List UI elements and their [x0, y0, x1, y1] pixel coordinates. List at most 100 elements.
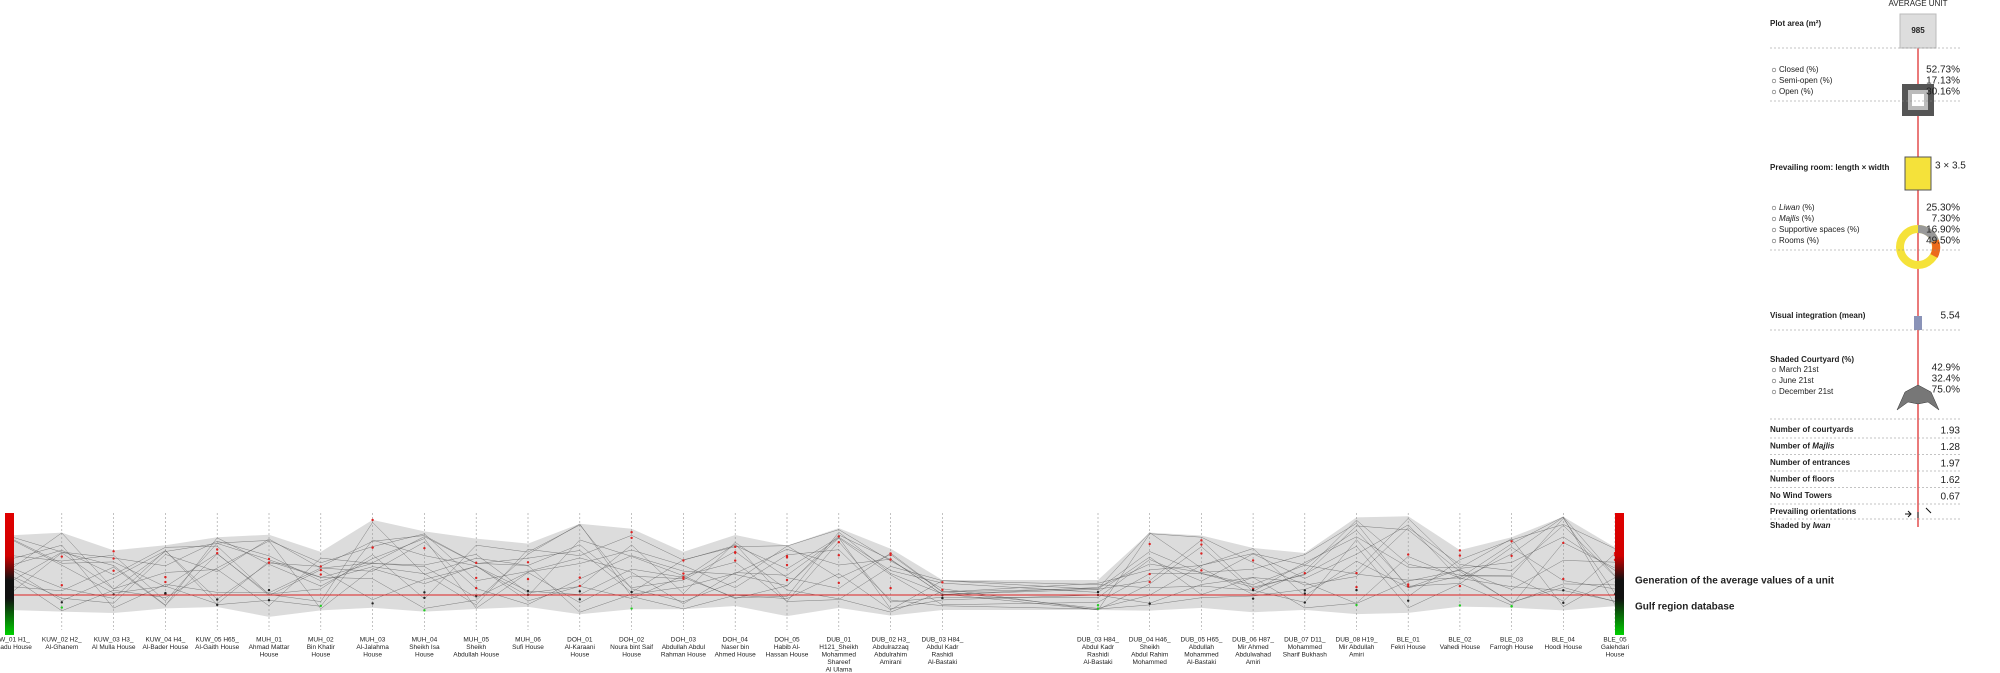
house-label: DOH_01 — [567, 637, 593, 644]
value-dot — [1407, 583, 1410, 586]
donut — [1917, 224, 1939, 243]
value-dot — [216, 603, 219, 607]
house-label: DUB_07 D11_ — [1284, 637, 1326, 644]
house-label: KUW_01 H1_ — [0, 637, 30, 644]
house-label: Rahman House — [661, 652, 707, 659]
value: 16.90% — [1926, 225, 1960, 236]
house-label: House — [1606, 652, 1625, 659]
value-dot — [112, 569, 115, 572]
label: No Wind Towers — [1770, 491, 1833, 500]
house-label: DUB_05 H65_ — [1180, 637, 1222, 644]
house-label: Al-Bader House — [142, 644, 188, 651]
label-part: No Wind Towers — [1770, 491, 1833, 500]
value-dot — [371, 602, 374, 605]
label: Supportive spaces (%) — [1779, 225, 1860, 234]
value-dot — [941, 596, 944, 600]
value: 5.54 — [1941, 311, 1961, 322]
value-dot — [60, 583, 63, 587]
house-label: Rashidi — [1087, 652, 1109, 659]
value-dot — [1562, 601, 1565, 605]
value-dot — [889, 586, 892, 590]
label: Number of floors — [1770, 475, 1835, 484]
value-dot — [630, 590, 633, 594]
value-dot — [1096, 604, 1100, 607]
value-dot — [1407, 599, 1410, 602]
value-dot — [578, 584, 581, 588]
color-scale — [5, 513, 14, 635]
bullet — [1771, 367, 1777, 373]
house-label: Mohammed — [1288, 644, 1323, 651]
house-profile — [9, 523, 1616, 611]
house-label: DUB_08 H19_ — [1336, 637, 1378, 644]
value-dot — [267, 588, 271, 592]
donut — [1930, 239, 1941, 258]
house-label: Al-Bastaki — [928, 659, 957, 666]
label: Number of courtyards — [1770, 425, 1854, 434]
house-label: House — [415, 652, 434, 659]
value-dot — [164, 575, 167, 579]
integration-icon — [1914, 316, 1922, 330]
house-label: Mir Ahmed — [1238, 644, 1269, 651]
house-label: Al-Bastaki — [1083, 659, 1112, 666]
value-dot — [630, 530, 633, 534]
value: 32.4% — [1932, 374, 1960, 385]
value-dot — [1510, 540, 1513, 543]
bullet — [1771, 227, 1777, 233]
value-dot — [1200, 539, 1203, 542]
house-label: Sheikh — [466, 644, 486, 651]
value-dot — [475, 576, 478, 580]
label: Prevailing orientations — [1770, 507, 1857, 516]
label: Rooms (%) — [1779, 236, 1819, 245]
value-dot — [837, 581, 840, 585]
space-icon — [1912, 94, 1924, 106]
house-label: Ahmad Mattar — [249, 644, 291, 651]
house-label: BLE_05 — [1603, 637, 1627, 644]
house-label: Shareef — [827, 659, 850, 666]
value-dot — [1562, 589, 1565, 592]
value-dot — [60, 606, 63, 609]
value-dot — [319, 604, 322, 608]
house-label: Habib Al- — [774, 644, 800, 651]
house-label: Al-Karaani — [565, 644, 595, 651]
value-dot — [319, 573, 322, 576]
value-dot — [1458, 604, 1462, 607]
house-label: Abdulrahim — [874, 652, 907, 659]
house-label: Mir Abdullah — [1339, 644, 1375, 651]
house-label: Noura bint Saif — [610, 644, 653, 651]
house-label: Abdulrazzaq — [873, 644, 910, 651]
value-dot — [1355, 603, 1358, 607]
bullet — [1771, 216, 1777, 222]
house-profile — [9, 525, 1616, 609]
house-label: MUH_04 — [412, 637, 438, 644]
house-label: KUW_02 H2_ — [42, 637, 82, 644]
house-profile — [9, 516, 1616, 607]
house-label: DUB_03 H84_ — [1077, 637, 1119, 644]
house-label: Sharif Bukhash — [1283, 652, 1327, 659]
room-icon — [1904, 156, 1932, 191]
house-label: MUH_06 — [515, 637, 541, 644]
house-label: Mohammed — [1133, 659, 1168, 666]
house-label: Sufi House — [512, 644, 544, 651]
value-dot — [1148, 572, 1151, 576]
house-label: DOH_03 — [671, 637, 697, 644]
label: Prevailing room: length × width — [1770, 163, 1889, 172]
house-profile — [9, 522, 1616, 613]
range-band — [10, 516, 1615, 617]
label-part: Number of courtyards — [1770, 425, 1854, 434]
house-label: BLE_04 — [1552, 637, 1576, 644]
house-label: MUH_02 — [308, 637, 334, 644]
value-dot — [1562, 541, 1565, 545]
house-label: Abdullah — [1189, 644, 1215, 651]
house-label: MUH_05 — [463, 637, 489, 644]
house-label: H121_Sheikh — [819, 644, 858, 651]
value-dot — [1458, 554, 1462, 557]
value-dot — [475, 586, 478, 590]
value-dot — [267, 557, 271, 561]
value-dot — [1148, 580, 1151, 584]
value-dot — [216, 552, 219, 555]
value-dot — [423, 546, 426, 550]
label: Number of entrances — [1770, 458, 1851, 467]
house-label: KUW_03 H3_ — [94, 637, 134, 644]
house-label: Sheikh — [1140, 644, 1160, 651]
label: March 21st — [1779, 365, 1819, 374]
